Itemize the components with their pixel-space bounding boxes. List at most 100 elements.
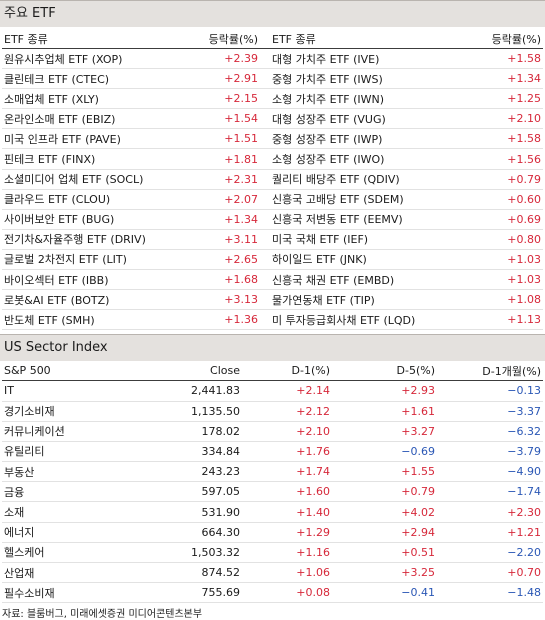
etf-change-left: +1.36 [180,309,260,331]
etf-name-left: 클린테크 ETF (CTEC) [2,68,180,90]
etf-name-right: 중형 성장주 ETF (IWP) [270,128,460,150]
etf-row: 글로벌 2차전지 ETF (LIT) +2.65 하이일드 ETF (JNK) +1.… [2,249,543,271]
etf-change-right: +2.10 [460,108,543,130]
sector-close: 2,441.83 [132,380,242,402]
etf-row: 클린테크 ETF (CTEC) +2.91 중형 가치주 ETF (IWS) +1.3… [2,68,543,90]
etf-name-left: 미국 인프라 ETF (PAVE) [2,128,180,150]
sector-row: 유틸리티 334.84 +1.76 −0.69 −3.79 [2,441,543,463]
sector-d1: +0.08 [242,582,332,604]
etf-name-left: 소매업체 ETF (XLY) [2,88,180,110]
sector-d5: +3.25 [332,562,437,584]
sector-close: 1,135.50 [132,401,242,422]
sector-d5: −0.69 [332,441,437,463]
sector-m1: −1.74 [437,481,543,503]
sector-name: 금융 [2,481,132,503]
sector-header-row: S&P 500 Close D-1(%) D-5(%) D-1개월(%) [2,361,543,382]
etf-name-right: 소형 가치주 ETF (IWN) [270,88,460,110]
sector-d1: +2.14 [242,380,332,402]
etf-row: 소셜미디어 업체 ETF (SOCL) +2.31 퀄리티 배당주 ETF (QDI… [2,169,543,190]
etf-name-right: 퀄리티 배당주 ETF (QDIV) [270,169,460,190]
sector-m1: −3.37 [437,401,543,422]
etf-name-left: 핀테크 ETF (FINX) [2,148,180,170]
etf-name-left: 클라우드 ETF (CLOU) [2,189,180,210]
sector-d1: +1.16 [242,542,332,564]
etf-name-left: 원유시추업체 ETF (XOP) [2,48,180,70]
etf-name-right: 대형 성장주 ETF (VUG) [270,108,460,130]
sector-name: 에너지 [2,522,132,543]
etf-name-right: 미 투자등급회사채 ETF (LQD) [270,309,460,331]
etf-change-header-left: 등락률(%) [180,29,260,49]
sector-d1: +1.40 [242,501,332,523]
sector-d5: +0.51 [332,542,437,564]
etf-header-row: ETF 종류 등락률(%) ETF 종류 등락률(%) [2,29,543,49]
etf-row: 로봇&AI ETF (BOTZ) +3.13 물가연동채 ETF (TIP) +1.0… [2,289,543,311]
etf-change-right: +1.25 [460,88,543,110]
sector-close: 531.90 [132,501,242,523]
etf-name-left: 전기차&자율주행 ETF (DRIV) [2,229,180,250]
etf-name-left: 소셜미디어 업체 ETF (SOCL) [2,169,180,190]
sector-d1: +1.76 [242,441,332,463]
sector-close-header: Close [132,361,242,382]
sector-m1-header: D-1개월(%) [437,361,543,382]
sector-close: 178.02 [132,421,242,442]
etf-name-right: 신흥국 채권 ETF (EMBD) [270,269,460,291]
sector-d1: +1.06 [242,562,332,584]
etf-name-left: 반도체 ETF (SMH) [2,309,180,331]
etf-row: 바이오섹터 ETF (IBB) +1.68 신흥국 채권 ETF (EMBD) +1.… [2,269,543,291]
etf-name-right: 하이일드 ETF (JNK) [270,249,460,271]
sector-row: 에너지 664.30 +1.29 +2.94 +1.21 [2,522,543,543]
sector-m1: −3.79 [437,441,543,463]
sector-close: 243.23 [132,461,242,483]
source-note: 자료: 블룸버그, 미래에셋증권 미디어콘텐츠본부 [2,609,203,620]
sector-close: 755.69 [132,582,242,604]
sector-d1: +2.10 [242,421,332,442]
etf-section-title: 주요 ETF [0,0,545,27]
etf-name-right: 신흥국 고배당 ETF (SDEM) [270,189,460,210]
sector-name: 소재 [2,501,132,523]
etf-change-left: +2.65 [180,249,260,271]
etf-row: 소매업체 ETF (XLY) +2.15 소형 가치주 ETF (IWN) +1.25 [2,88,543,110]
etf-change-left: +2.39 [180,48,260,70]
sector-d5: −0.41 [332,582,437,604]
etf-change-left: +2.91 [180,68,260,90]
sector-name: 경기소비재 [2,401,132,422]
sector-row: 경기소비재 1,135.50 +2.12 +1.61 −3.37 [2,401,543,422]
sector-m1: +2.30 [437,501,543,523]
sector-d5: +2.93 [332,380,437,402]
sector-d1: +1.60 [242,481,332,503]
sector-name: 부동산 [2,461,132,483]
etf-name-right: 물가연동채 ETF (TIP) [270,289,460,311]
etf-section: 주요 ETF ETF 종류 등락률(%) ETF 종류 등락률(%) 원유시추업… [0,0,545,331]
etf-name-left: 온라인소매 ETF (EBIZ) [2,108,180,130]
sector-table: S&P 500 Close D-1(%) D-5(%) D-1개월(%) IT 2… [2,361,543,604]
etf-change-header-right: 등락률(%) [460,29,543,49]
etf-change-left: +1.51 [180,128,260,150]
etf-change-left: +1.81 [180,148,260,170]
etf-change-right: +1.34 [460,68,543,90]
sector-row: 커뮤니케이션 178.02 +2.10 +3.27 −6.32 [2,421,543,442]
sector-d5: +2.94 [332,522,437,543]
etf-name-header-left: ETF 종류 [2,29,180,49]
etf-change-right: +0.80 [460,229,543,250]
sector-close: 874.52 [132,562,242,584]
sector-name: 커뮤니케이션 [2,421,132,442]
etf-row: 미국 인프라 ETF (PAVE) +1.51 중형 성장주 ETF (IWP) +1… [2,128,543,150]
etf-name-right: 대형 가치주 ETF (IVE) [270,48,460,70]
etf-change-left: +2.15 [180,88,260,110]
sector-row: 소재 531.90 +1.40 +4.02 +2.30 [2,501,543,523]
etf-name-left: 사이버보안 ETF (BUG) [2,209,180,230]
etf-row: 반도체 ETF (SMH) +1.36 미 투자등급회사채 ETF (LQD) +1.… [2,309,543,331]
sector-m1: −4.90 [437,461,543,483]
sector-d5: +1.61 [332,401,437,422]
sector-d1: +2.12 [242,401,332,422]
etf-change-right: +1.08 [460,289,543,311]
sector-d5-header: D-5(%) [332,361,437,382]
sector-section: US Sector Index S&P 500 Close D-1(%) D-5… [0,334,545,604]
sector-row: 헬스케어 1,503.32 +1.16 +0.51 −2.20 [2,542,543,564]
etf-row: 온라인소매 ETF (EBIZ) +1.54 대형 성장주 ETF (VUG) +2.… [2,108,543,130]
etf-change-right: +1.13 [460,309,543,331]
etf-change-right: +0.69 [460,209,543,230]
etf-row: 전기차&자율주행 ETF (DRIV) +3.11 미국 국채 ETF (IEF) +… [2,229,543,250]
sector-m1: +0.70 [437,562,543,584]
etf-name-right: 미국 국채 ETF (IEF) [270,229,460,250]
